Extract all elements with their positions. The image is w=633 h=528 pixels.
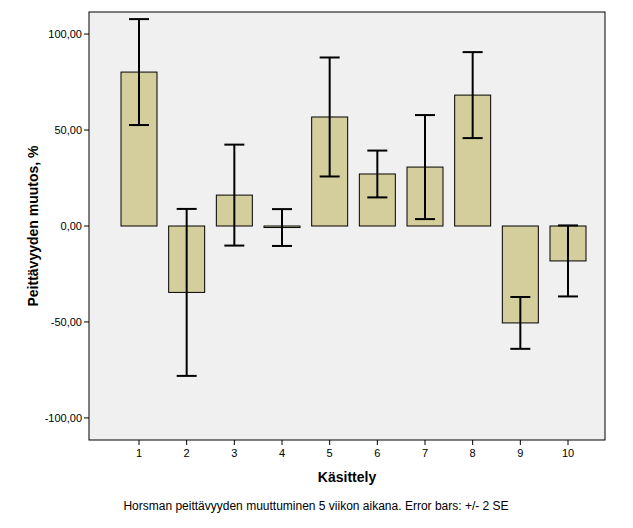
bars — [121, 19, 586, 376]
y-tick-label: 50,00 — [54, 124, 82, 136]
error-cap — [463, 137, 483, 139]
error-line — [281, 209, 283, 246]
error-bar — [129, 19, 149, 125]
error-cap — [177, 375, 197, 377]
y-tick — [84, 417, 89, 418]
error-cap — [558, 224, 578, 226]
error-line — [376, 151, 378, 198]
error-line — [233, 145, 235, 246]
error-bar — [510, 297, 530, 349]
error-cap — [224, 144, 244, 146]
error-cap — [510, 296, 530, 298]
x-tick — [472, 440, 473, 445]
error-line — [424, 115, 426, 219]
y-tick — [84, 226, 89, 227]
title: Horsman peittävyyden muuttuminen 5 viiko… — [123, 499, 508, 513]
y-tick-label: 100,00 — [48, 28, 82, 40]
x-tick-label: 6 — [374, 447, 380, 459]
error-bar — [558, 225, 578, 296]
x-tick-label: 1 — [136, 447, 142, 459]
x-tick-label: 4 — [279, 447, 285, 459]
y-tick — [84, 34, 89, 35]
error-bar — [320, 57, 340, 176]
x-tick — [568, 440, 569, 445]
x-tick-label: 5 — [327, 447, 333, 459]
x-tick-label: 10 — [562, 447, 574, 459]
x-tick-label: 7 — [422, 447, 428, 459]
error-cap — [320, 175, 340, 177]
error-line — [138, 19, 140, 125]
y-tick — [84, 321, 89, 322]
x-tick-label: 2 — [184, 447, 190, 459]
error-bar — [463, 52, 483, 138]
error-cap — [367, 150, 387, 152]
error-line — [519, 297, 521, 349]
plot-frame — [89, 12, 605, 440]
error-cap — [224, 245, 244, 247]
error-cap — [558, 295, 578, 297]
error-cap — [272, 208, 292, 210]
y-tick — [84, 130, 89, 131]
x-tick — [377, 440, 378, 445]
x-tick-label: 3 — [231, 447, 237, 459]
y-tick-label: -100,00 — [45, 412, 82, 424]
x-tick — [234, 440, 235, 445]
error-cap — [415, 218, 435, 220]
error-cap — [129, 124, 149, 126]
x-axis-label: Käsittely — [318, 469, 377, 485]
error-cap — [415, 114, 435, 116]
x-tick-label: 8 — [470, 447, 476, 459]
error-bar — [272, 209, 292, 246]
chart: -100,00 -50,00 0,00 50,00 100,00 1 2 3 4 5 6 7 8 9 10 K… — [0, 0, 633, 528]
error-line — [186, 209, 188, 376]
error-bar — [367, 151, 387, 198]
error-bar — [224, 145, 244, 246]
error-line — [329, 57, 331, 176]
error-bar — [415, 115, 435, 219]
error-cap — [463, 51, 483, 53]
error-cap — [129, 18, 149, 20]
y-tick-label: 0,00 — [61, 220, 82, 232]
error-cap — [510, 348, 530, 350]
error-cap — [177, 208, 197, 210]
x-tick — [329, 440, 330, 445]
error-cap — [367, 196, 387, 198]
error-cap — [272, 245, 292, 247]
error-line — [472, 52, 474, 138]
plot-area — [89, 12, 605, 440]
x-tick — [520, 440, 521, 445]
y-axis-label: Peittävyyden muutos, % — [25, 145, 41, 307]
y-tick-label: -50,00 — [51, 316, 82, 328]
error-cap — [320, 56, 340, 58]
x-tick-label: 9 — [517, 447, 523, 459]
x-tick — [139, 440, 140, 445]
error-line — [567, 225, 569, 296]
x-tick — [282, 440, 283, 445]
x-tick — [425, 440, 426, 445]
x-tick — [186, 440, 187, 445]
error-bar — [177, 209, 197, 376]
